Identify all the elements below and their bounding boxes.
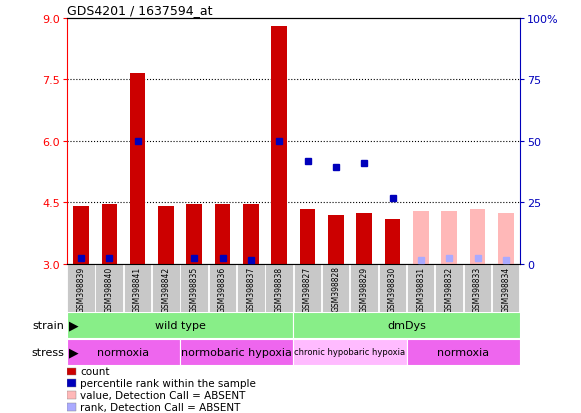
Bar	[407, 264, 435, 312]
Bar	[356, 213, 372, 264]
Text: GSM398835: GSM398835	[190, 266, 199, 312]
Bar	[73, 207, 89, 264]
Bar	[237, 264, 264, 312]
Bar	[152, 264, 180, 312]
Bar	[350, 264, 378, 312]
Text: GSM398837: GSM398837	[246, 266, 256, 312]
Bar	[180, 339, 293, 365]
Bar	[209, 264, 236, 312]
Bar	[435, 264, 463, 312]
Bar	[328, 215, 344, 264]
Bar	[492, 264, 519, 312]
Bar	[469, 209, 485, 264]
Bar	[67, 392, 76, 399]
Bar	[67, 368, 76, 375]
Bar	[215, 205, 231, 264]
Bar	[300, 209, 315, 264]
Text: ▶: ▶	[69, 346, 78, 358]
Text: GSM398832: GSM398832	[444, 266, 454, 312]
Text: GSM398828: GSM398828	[331, 266, 340, 312]
Text: value, Detection Call = ABSENT: value, Detection Call = ABSENT	[80, 390, 246, 400]
Bar	[293, 312, 520, 338]
Bar	[407, 339, 520, 365]
Text: rank, Detection Call = ABSENT: rank, Detection Call = ABSENT	[80, 402, 241, 412]
Text: GSM398842: GSM398842	[162, 266, 170, 312]
Text: percentile rank within the sample: percentile rank within the sample	[80, 378, 256, 388]
Bar	[413, 211, 429, 264]
Bar	[379, 264, 406, 312]
Bar	[67, 264, 95, 312]
Text: normoxia: normoxia	[98, 347, 149, 357]
Text: GSM398830: GSM398830	[388, 266, 397, 312]
Bar	[67, 312, 293, 338]
Bar	[385, 219, 400, 264]
Bar	[266, 264, 293, 312]
Text: GDS4201 / 1637594_at: GDS4201 / 1637594_at	[67, 5, 212, 17]
Bar	[158, 207, 174, 264]
Text: normoxia: normoxia	[437, 347, 489, 357]
Text: ▶: ▶	[69, 319, 78, 332]
Text: GSM398829: GSM398829	[360, 266, 369, 312]
Bar	[67, 380, 76, 387]
Bar	[442, 211, 457, 264]
Text: GSM398840: GSM398840	[105, 266, 114, 312]
Bar	[130, 74, 145, 264]
Text: dmDys: dmDys	[388, 320, 426, 330]
Bar	[322, 264, 350, 312]
Text: stress: stress	[31, 347, 64, 357]
Text: count: count	[80, 366, 110, 376]
Bar	[187, 205, 202, 264]
Bar	[180, 264, 208, 312]
Text: wild type: wild type	[155, 320, 206, 330]
Text: GSM398833: GSM398833	[473, 266, 482, 312]
Text: chronic hypobaric hypoxia: chronic hypobaric hypoxia	[295, 348, 406, 356]
Text: GSM398839: GSM398839	[77, 266, 85, 312]
Text: GSM398834: GSM398834	[501, 266, 510, 312]
Text: normobaric hypoxia: normobaric hypoxia	[181, 347, 292, 357]
Bar	[464, 264, 491, 312]
Bar	[102, 205, 117, 264]
Bar	[243, 205, 259, 264]
Bar	[95, 264, 123, 312]
Bar	[67, 339, 180, 365]
Text: GSM398838: GSM398838	[275, 266, 284, 312]
Text: GSM398831: GSM398831	[417, 266, 425, 312]
Text: GSM398841: GSM398841	[133, 266, 142, 312]
Text: GSM398836: GSM398836	[218, 266, 227, 312]
Bar	[124, 264, 151, 312]
Text: GSM398827: GSM398827	[303, 266, 312, 312]
Text: strain: strain	[32, 320, 64, 330]
Bar	[498, 213, 514, 264]
Bar	[271, 27, 287, 264]
Bar	[293, 264, 321, 312]
Bar	[293, 339, 407, 365]
Bar	[67, 403, 76, 411]
